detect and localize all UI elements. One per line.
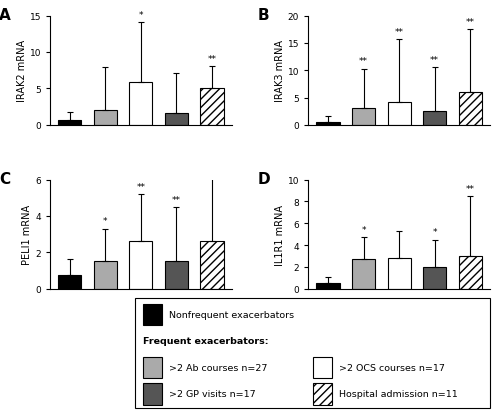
Text: B: B: [258, 8, 269, 23]
Text: A: A: [0, 8, 11, 23]
Text: *: *: [103, 217, 108, 226]
Bar: [352, 260, 375, 289]
Text: Hospital admission n=11: Hospital admission n=11: [339, 389, 458, 398]
Text: **: **: [136, 183, 145, 191]
Bar: [130, 83, 152, 126]
Text: **: **: [359, 57, 368, 66]
Y-axis label: IRAK2 mRNA: IRAK2 mRNA: [16, 40, 26, 102]
Text: *: *: [362, 225, 366, 235]
Text: Frequent exacerbators:: Frequent exacerbators:: [142, 337, 268, 346]
Bar: [423, 112, 446, 126]
Bar: [458, 93, 481, 126]
Text: Nonfrequent exacerbators: Nonfrequent exacerbators: [169, 310, 294, 319]
Text: **: **: [394, 28, 404, 37]
Text: >2 OCS courses n=17: >2 OCS courses n=17: [339, 363, 445, 372]
Text: *: *: [138, 11, 143, 20]
Bar: [165, 262, 188, 289]
Bar: [200, 88, 224, 126]
Bar: [458, 256, 481, 289]
Bar: [200, 242, 224, 289]
Text: **: **: [466, 18, 474, 27]
Y-axis label: IRAK3 mRNA: IRAK3 mRNA: [275, 40, 285, 102]
Bar: [58, 275, 82, 289]
FancyBboxPatch shape: [135, 298, 490, 408]
Text: >2 GP visits n=17: >2 GP visits n=17: [169, 389, 256, 398]
Bar: [165, 114, 188, 126]
Text: *: *: [432, 228, 437, 237]
Bar: [142, 357, 162, 378]
Text: **: **: [172, 195, 181, 204]
Bar: [423, 267, 446, 289]
Bar: [388, 103, 410, 126]
Bar: [388, 259, 410, 289]
Text: C: C: [0, 171, 10, 186]
Text: **: **: [208, 55, 216, 64]
Bar: [94, 262, 117, 289]
Bar: [316, 284, 340, 289]
Bar: [142, 383, 162, 405]
Bar: [58, 121, 82, 126]
Bar: [142, 304, 162, 325]
Y-axis label: IL1R1 mRNA: IL1R1 mRNA: [275, 204, 285, 265]
Bar: [312, 357, 332, 378]
Text: **: **: [430, 56, 439, 65]
Y-axis label: PELI1 mRNA: PELI1 mRNA: [22, 204, 32, 265]
Bar: [352, 109, 375, 126]
Bar: [316, 122, 340, 126]
Bar: [130, 242, 152, 289]
Text: >2 Ab courses n=27: >2 Ab courses n=27: [169, 363, 268, 372]
Bar: [94, 111, 117, 126]
Bar: [312, 383, 332, 405]
Text: D: D: [258, 171, 270, 186]
Text: **: **: [466, 184, 474, 193]
